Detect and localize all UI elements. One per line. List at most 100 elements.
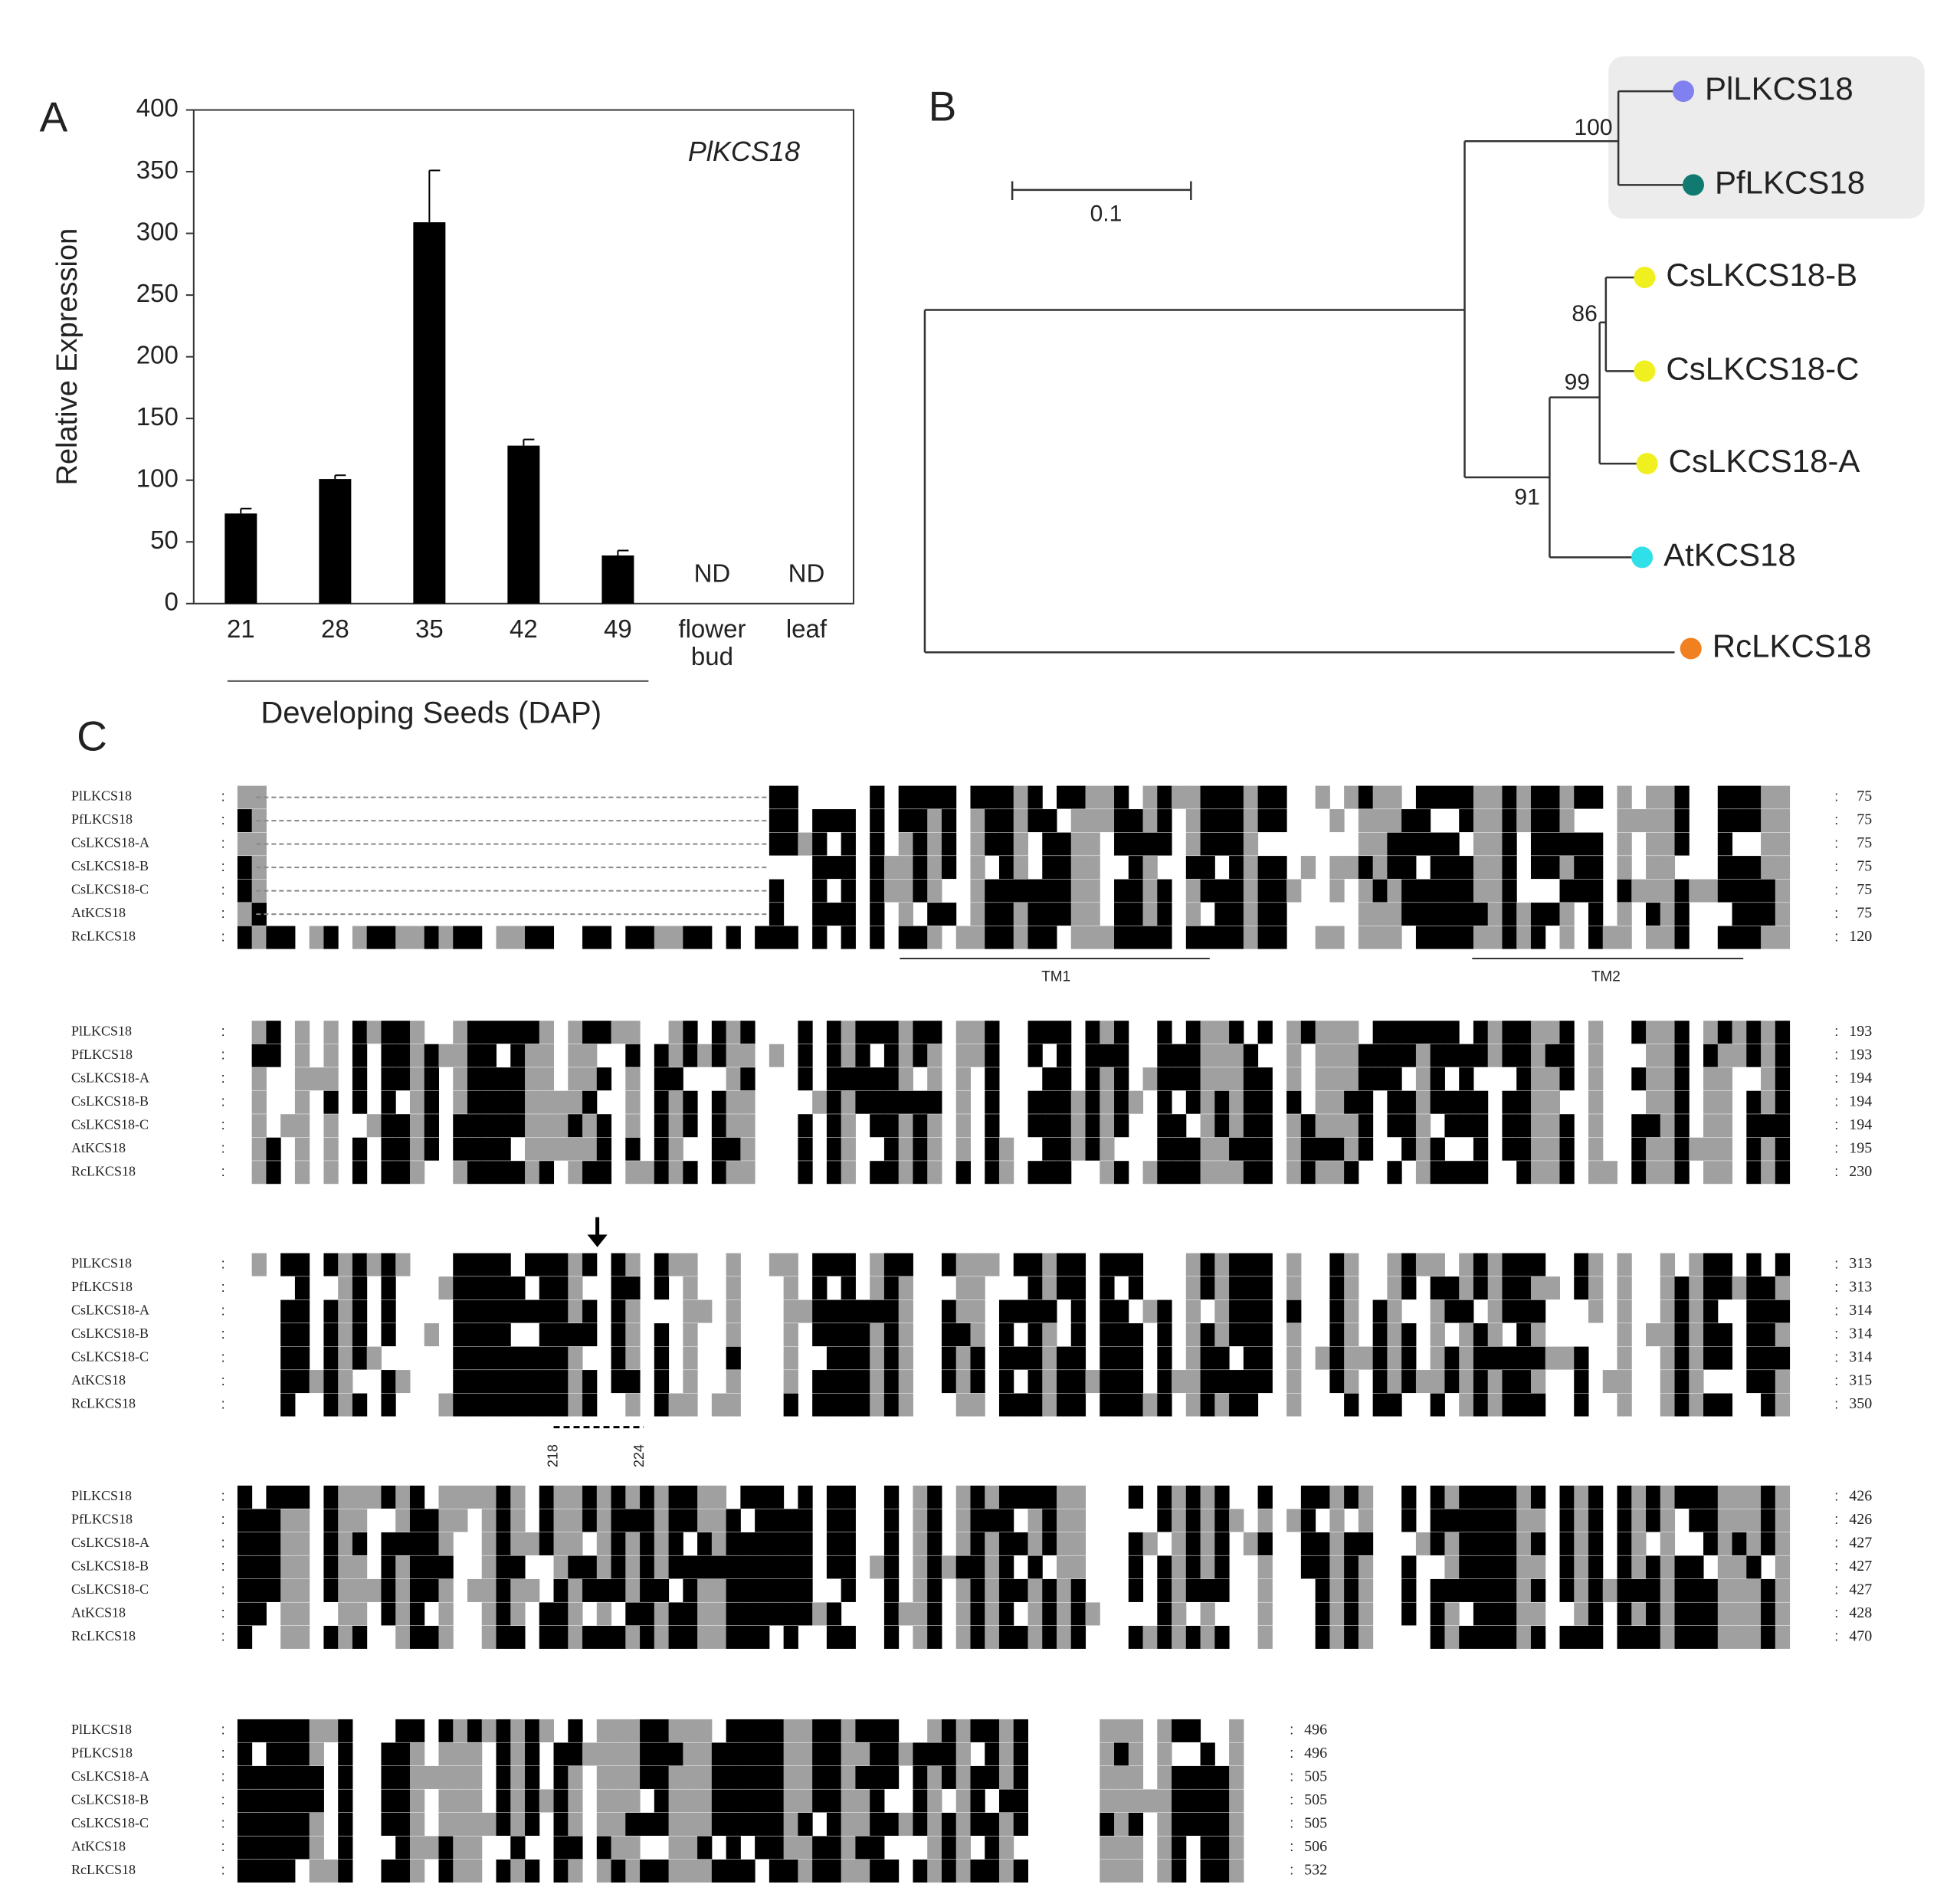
residue-shade — [1329, 856, 1345, 880]
residue-shade — [525, 1346, 540, 1370]
residue-shade — [1229, 1393, 1244, 1417]
residue-shade — [496, 1789, 511, 1813]
residue-shade — [251, 1812, 267, 1836]
residue-shade — [1157, 1836, 1172, 1860]
residue-shade — [251, 1719, 267, 1742]
residue-shade — [481, 1625, 497, 1649]
residue-shade — [352, 1578, 368, 1602]
residue-shade — [1257, 1346, 1273, 1370]
residue-shade — [1401, 1509, 1417, 1532]
residue-shade — [1387, 1114, 1402, 1138]
residue-shade — [970, 1485, 985, 1509]
residue-shade — [1588, 1625, 1604, 1649]
residue-shade — [1200, 1161, 1215, 1185]
residue-shade — [568, 1114, 583, 1138]
residue-shade — [711, 1602, 727, 1626]
residue-shade — [625, 1090, 641, 1114]
residue-shade — [1243, 926, 1259, 949]
residue-shade — [1042, 1393, 1057, 1417]
residue-shade — [927, 1021, 942, 1044]
residue-shade — [467, 1161, 483, 1185]
residue-shade — [1272, 785, 1287, 809]
residue-shade — [697, 1742, 713, 1766]
residue-shade — [841, 1812, 856, 1836]
residue-shade — [625, 1393, 641, 1417]
residue-shade — [970, 1789, 985, 1813]
residue-shade — [1746, 1299, 1762, 1323]
residue-shade — [1717, 809, 1733, 833]
residue-shade — [683, 1578, 698, 1602]
residue-shade — [798, 1137, 813, 1161]
leaf-label: PlLKCS18 — [1705, 70, 1853, 107]
residue-shade — [1157, 1346, 1172, 1370]
residue-shade — [1070, 1509, 1086, 1532]
residue-shade — [640, 1161, 655, 1185]
residue-shade — [1775, 1393, 1791, 1417]
residue-shade — [1114, 1067, 1129, 1091]
residue-shade — [1387, 1276, 1402, 1300]
residue-shade — [883, 1719, 900, 1742]
residue-shade — [1530, 1021, 1546, 1044]
seq-name: CsLKCS18-B — [71, 1093, 149, 1109]
residue-shade — [883, 1602, 900, 1626]
residue-shade — [1027, 1578, 1043, 1602]
residue-shade — [381, 1161, 396, 1185]
residue-shade — [280, 1765, 296, 1789]
residue-shade — [668, 1765, 683, 1789]
residue-shade — [1487, 903, 1503, 926]
residue-shade — [625, 1044, 641, 1067]
residue-shade — [1214, 903, 1230, 926]
residue-shade — [1042, 1578, 1057, 1602]
residue-shade — [1114, 809, 1129, 833]
residue-shade — [1559, 809, 1575, 833]
residue-shade — [237, 832, 253, 856]
residue-shade — [1746, 1370, 1762, 1394]
residue-shade — [1114, 1044, 1129, 1067]
residue-shade — [870, 1346, 885, 1370]
seq-end: 350 — [1849, 1395, 1872, 1412]
residue-shade — [1717, 1021, 1733, 1044]
residue-shade — [955, 1765, 971, 1789]
residue-shade — [711, 1044, 727, 1067]
seq-colon: : — [1834, 1117, 1838, 1132]
residue-shade — [424, 1090, 439, 1114]
residue-shade — [783, 1812, 798, 1836]
seq-colon: : — [221, 1722, 225, 1738]
residue-shade — [855, 1067, 870, 1091]
residue-shade — [1286, 1346, 1302, 1370]
residue-shade — [568, 1836, 583, 1860]
residue-shade — [841, 1021, 856, 1044]
seq-colon: : — [221, 812, 225, 827]
residue-shade — [970, 1532, 985, 1555]
seq-name: CsLKCS18-C — [71, 1815, 149, 1830]
residue-shade — [812, 1719, 828, 1742]
residue-shade — [1444, 903, 1460, 926]
residue-shade — [1746, 1044, 1762, 1067]
residue-shade — [970, 1253, 985, 1276]
residue-shade — [668, 1812, 683, 1836]
residue-shade — [783, 926, 798, 949]
residue-shade — [1559, 1578, 1575, 1602]
residue-shade — [870, 832, 885, 856]
residue-shade — [553, 1370, 569, 1394]
residue-shade — [1042, 926, 1057, 949]
residue-shade — [1746, 1346, 1762, 1370]
residue-shade — [611, 1485, 626, 1509]
residue-shade — [1444, 1114, 1460, 1138]
residue-shade — [1732, 809, 1747, 833]
residue-shade — [1272, 926, 1287, 949]
residue-shade — [1344, 1021, 1359, 1044]
residue-shade — [1775, 1578, 1791, 1602]
residue-shade — [985, 1625, 1000, 1649]
seq-colon: : — [221, 929, 225, 944]
residue-shade — [1559, 856, 1575, 880]
residue-shade — [955, 1299, 971, 1323]
residue-shade — [1329, 926, 1345, 949]
residue-shade — [1057, 1346, 1072, 1370]
residue-shade — [941, 785, 957, 809]
residue-shade — [1530, 856, 1546, 880]
residue-shade — [1243, 1090, 1259, 1114]
residue-shade — [1042, 1161, 1057, 1185]
residue-shade — [453, 1067, 468, 1091]
residue-shade — [870, 1370, 885, 1394]
